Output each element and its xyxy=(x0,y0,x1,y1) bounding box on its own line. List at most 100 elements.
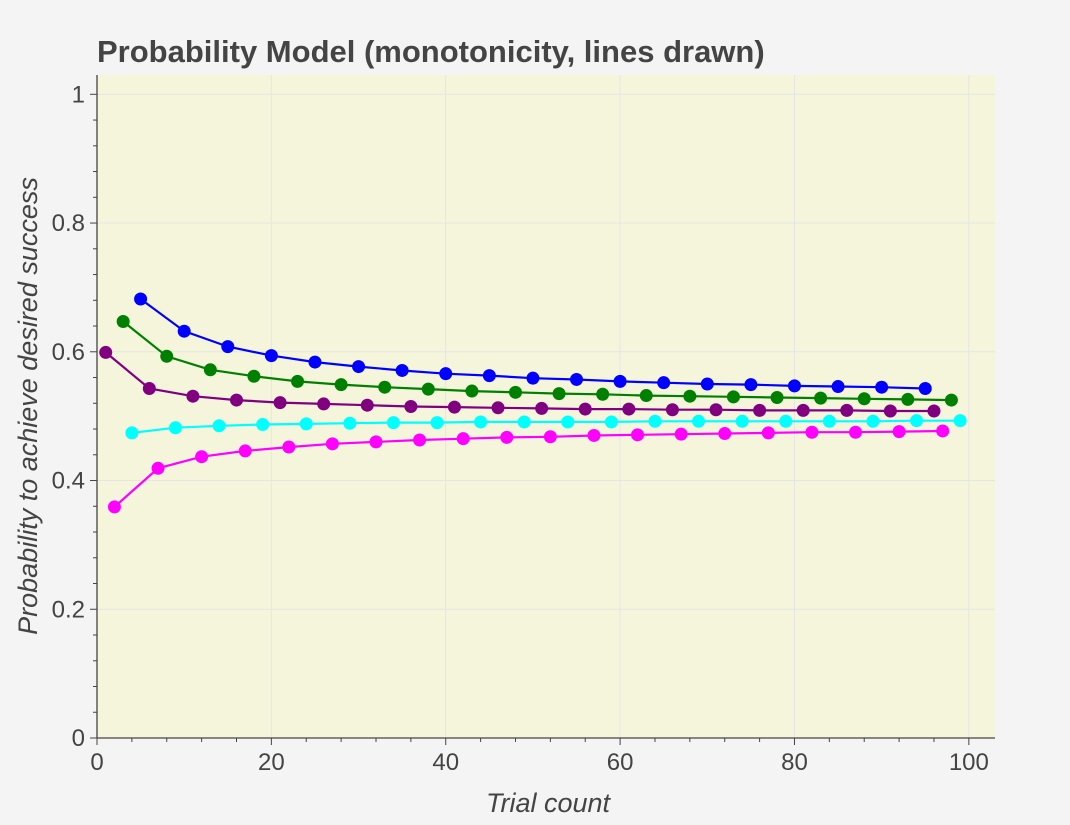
data-point xyxy=(779,414,793,428)
data-point xyxy=(134,292,148,306)
data-point xyxy=(639,389,653,403)
data-point xyxy=(212,419,226,433)
data-point xyxy=(875,380,889,394)
data-point xyxy=(125,426,139,440)
data-point xyxy=(447,400,461,414)
data-point xyxy=(151,461,165,475)
data-point xyxy=(160,349,174,363)
data-point xyxy=(849,425,863,439)
data-point xyxy=(186,389,200,403)
data-point xyxy=(430,416,444,430)
data-point xyxy=(822,414,836,428)
data-point xyxy=(753,403,767,417)
data-point xyxy=(203,363,217,377)
data-point xyxy=(936,424,950,438)
data-point xyxy=(831,380,845,394)
series-line-5 xyxy=(113,429,943,508)
data-point xyxy=(570,372,584,386)
data-point xyxy=(918,381,932,395)
y-tick-label: 0 xyxy=(72,725,85,752)
data-point xyxy=(404,400,418,413)
data-point xyxy=(526,371,540,385)
series-layer xyxy=(99,292,967,514)
data-point xyxy=(683,389,697,403)
x-tick-label: 80 xyxy=(781,749,808,776)
data-point xyxy=(657,376,671,390)
axes: 0 0.2 0.4 0.6 0.8 1 0 20 40 60 80 100 xyxy=(52,75,995,776)
data-point xyxy=(883,404,897,418)
x-tick-label: 20 xyxy=(258,749,285,776)
data-point xyxy=(604,415,618,429)
data-point xyxy=(282,440,296,454)
y-tick-label: 0.6 xyxy=(52,339,85,366)
data-point xyxy=(482,369,496,383)
data-point xyxy=(378,380,392,394)
data-point xyxy=(665,403,679,417)
data-point xyxy=(491,401,505,415)
data-point xyxy=(892,425,906,439)
data-point xyxy=(761,426,775,440)
data-point xyxy=(805,425,819,439)
data-point xyxy=(116,315,130,329)
data-point xyxy=(195,450,209,464)
data-point xyxy=(439,367,453,381)
data-point xyxy=(561,415,575,429)
x-axis-label: Trial count xyxy=(486,788,612,818)
data-point xyxy=(291,374,305,388)
data-point xyxy=(142,381,156,395)
data-point xyxy=(360,398,374,412)
data-point xyxy=(343,416,357,430)
data-point xyxy=(264,349,278,363)
y-tick-label: 0.4 xyxy=(52,468,85,495)
data-point xyxy=(500,430,514,444)
data-point xyxy=(718,427,732,441)
data-point xyxy=(814,391,828,405)
y-tick-label: 1 xyxy=(72,81,85,108)
data-point xyxy=(953,414,967,428)
data-point xyxy=(177,324,191,338)
data-point xyxy=(700,377,714,391)
data-point xyxy=(857,392,871,406)
data-point xyxy=(517,415,531,429)
data-point xyxy=(622,402,636,416)
series-line-3 xyxy=(104,351,934,413)
data-point xyxy=(238,444,252,458)
data-point xyxy=(395,363,409,377)
data-point xyxy=(247,369,261,383)
data-point xyxy=(587,428,601,442)
data-point xyxy=(866,414,880,428)
y-tick-label: 0.8 xyxy=(52,210,85,237)
data-point xyxy=(613,374,627,388)
data-point xyxy=(168,421,182,435)
data-point xyxy=(325,437,339,451)
data-point xyxy=(578,402,592,416)
data-point xyxy=(99,345,113,359)
data-point xyxy=(692,414,706,428)
data-point xyxy=(770,390,784,404)
data-point xyxy=(927,404,941,418)
data-point xyxy=(552,387,566,401)
data-point xyxy=(944,393,958,407)
data-point xyxy=(910,414,924,428)
y-tick-label: 0.2 xyxy=(52,596,85,623)
x-tick-label: 100 xyxy=(949,749,989,776)
data-point xyxy=(317,397,331,411)
data-point xyxy=(386,416,400,430)
data-point xyxy=(413,433,427,447)
data-point xyxy=(273,396,287,410)
data-point xyxy=(474,415,488,429)
y-axis-label: Probability to achieve desired success xyxy=(13,177,43,635)
data-point xyxy=(744,378,758,392)
data-point xyxy=(369,435,383,449)
data-point xyxy=(352,360,366,374)
data-point xyxy=(456,432,470,446)
data-point xyxy=(674,427,688,441)
data-point xyxy=(840,403,854,417)
data-point xyxy=(465,384,479,398)
data-point xyxy=(421,382,435,396)
data-point xyxy=(229,393,243,407)
data-point xyxy=(709,403,723,417)
data-point xyxy=(256,418,270,432)
